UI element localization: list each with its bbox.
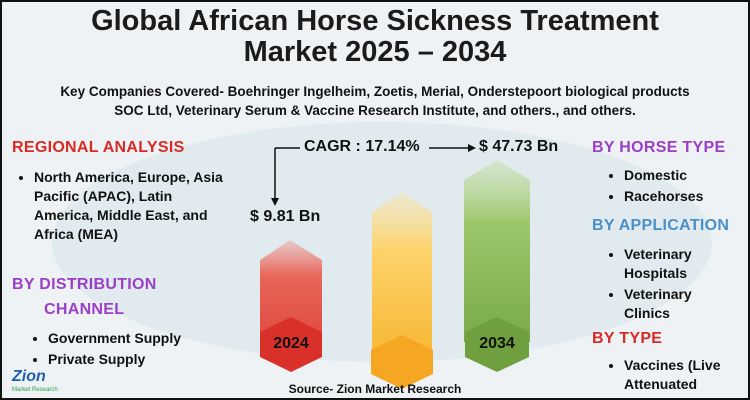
- list: Veterinary Hospitals Veterinary Clinics: [606, 245, 734, 325]
- list-item: Private Supply: [48, 350, 248, 369]
- section-heading: CHANNEL: [44, 301, 125, 318]
- list-item: Government Supply: [48, 329, 248, 348]
- list-item: North America, Europe, Asia Pacific (APA…: [34, 168, 234, 244]
- year-start: 2024: [273, 335, 309, 352]
- year-end: 2034: [479, 335, 515, 352]
- list: Government Supply Private Supply: [30, 329, 248, 371]
- list: Vaccines (Live Attenuated: [606, 356, 748, 396]
- title: Market 2025 – 2034: [243, 36, 507, 68]
- section-heading: BY TYPE: [592, 330, 663, 347]
- list: North America, Europe, Asia Pacific (APA…: [16, 168, 234, 246]
- subtitle: Key Companies Covered- Boehringer Ingelh…: [60, 84, 690, 99]
- list-item: Veterinary Clinics: [624, 285, 734, 323]
- source: Source- Zion Market Research: [288, 382, 462, 396]
- logo-sub: Market Research: [12, 387, 58, 393]
- section-heading: BY HORSE TYPE: [592, 139, 726, 156]
- list-item: Racehorses: [624, 187, 748, 206]
- value-start: $ 9.81 Bn: [250, 208, 321, 225]
- value-end: $ 47.73 Bn: [479, 138, 559, 155]
- list: Domestic Racehorses: [606, 166, 748, 208]
- subtitle: SOC Ltd, Veterinary Serum & Vaccine Rese…: [114, 103, 636, 118]
- list-item: Veterinary Hospitals: [624, 245, 734, 283]
- section-heading: BY DISTRIBUTION: [12, 276, 157, 293]
- cagr: CAGR : 17.14%: [304, 138, 420, 155]
- section-heading: BY APPLICATION: [592, 217, 730, 234]
- logo: Zion: [12, 368, 46, 385]
- list-item: Vaccines (Live Attenuated: [624, 356, 748, 394]
- section-heading: REGIONAL ANALYSIS: [12, 139, 185, 156]
- list-item: Domestic: [624, 166, 748, 185]
- title: Global African Horse Sickness Treatment: [91, 5, 659, 37]
